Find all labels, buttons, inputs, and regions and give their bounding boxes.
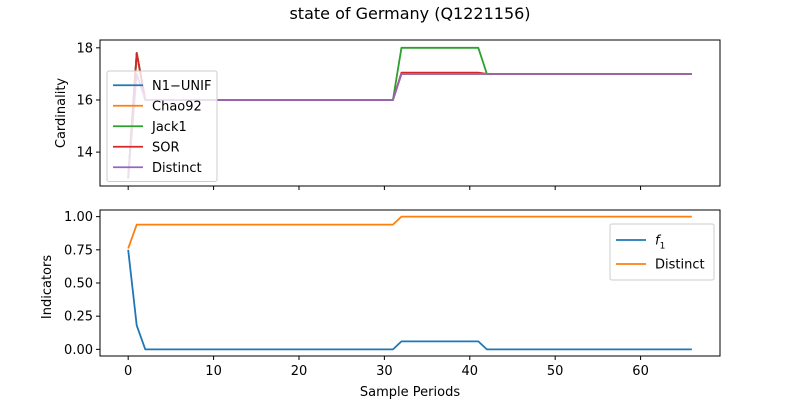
indicators-xtick-label: 40 bbox=[462, 364, 479, 379]
cardinality-subplot: 14 16 18 Cardinality N1−UNIF Chao92 Jack1 SOR… bbox=[54, 39, 721, 190]
indicators-ytick-label: 0.75 bbox=[64, 243, 93, 258]
indicators-series-f1 bbox=[127, 249, 692, 351]
indicators-xtick-label: 10 bbox=[205, 364, 222, 379]
figure-title: state of Germany (Q1221156) bbox=[289, 4, 530, 23]
indicators-xtick-label: 30 bbox=[376, 364, 393, 379]
indicators-series-distinct bbox=[127, 215, 692, 249]
cardinality-legend-label-distinct: Distinct bbox=[152, 161, 202, 176]
indicators-series-group bbox=[127, 215, 692, 351]
indicators-xtick-label: 60 bbox=[632, 364, 649, 379]
indicators-legend-box bbox=[609, 223, 715, 281]
cardinality-ticks: 14 16 18 bbox=[76, 41, 642, 190]
indicators-xlabel: Sample Periods bbox=[360, 385, 460, 400]
cardinality-legend-label-chao92: Chao92 bbox=[152, 99, 202, 114]
indicators-ytick-label: 0.00 bbox=[64, 343, 93, 358]
indicators-subplot: 0 10 20 30 40 50 60 0.00 0.25 0.50 0.75 1.00 Indica… bbox=[40, 209, 721, 400]
indicators-ylabel: Indicators bbox=[40, 255, 55, 319]
indicators-ytick-label: 0.50 bbox=[64, 277, 93, 292]
indicators-xtick-label: 20 bbox=[291, 364, 308, 379]
indicators-ytick-label: 1.00 bbox=[64, 210, 93, 225]
cardinality-ylabel: Cardinality bbox=[54, 78, 69, 149]
cardinality-axes-frame bbox=[99, 39, 721, 187]
cardinality-ytick-label: 16 bbox=[76, 93, 93, 108]
indicators-xtick-label: 50 bbox=[547, 364, 564, 379]
cardinality-ytick-label: 18 bbox=[76, 41, 93, 56]
cardinality-legend-label-jack1: Jack1 bbox=[151, 120, 187, 135]
indicators-ytick-label: 0.25 bbox=[64, 310, 93, 325]
indicators-ticks: 0 10 20 30 40 50 60 0.00 0.25 0.50 0.75 1.00 bbox=[64, 210, 649, 379]
indicators-xtick-label: 0 bbox=[124, 364, 132, 379]
cardinality-legend-label-sor: SOR bbox=[152, 140, 180, 155]
indicators-legend: f1 Distinct bbox=[609, 223, 715, 281]
cardinality-legend-box bbox=[106, 70, 218, 182]
indicators-legend-label-distinct: Distinct bbox=[655, 258, 705, 273]
cardinality-legend: N1−UNIF Chao92 Jack1 SOR Distinct bbox=[106, 70, 218, 182]
cardinality-legend-label-n1-unif: N1−UNIF bbox=[152, 79, 211, 94]
cardinality-ytick-label: 14 bbox=[76, 146, 93, 161]
indicators-legend-label-f1: f1 bbox=[655, 234, 665, 252]
